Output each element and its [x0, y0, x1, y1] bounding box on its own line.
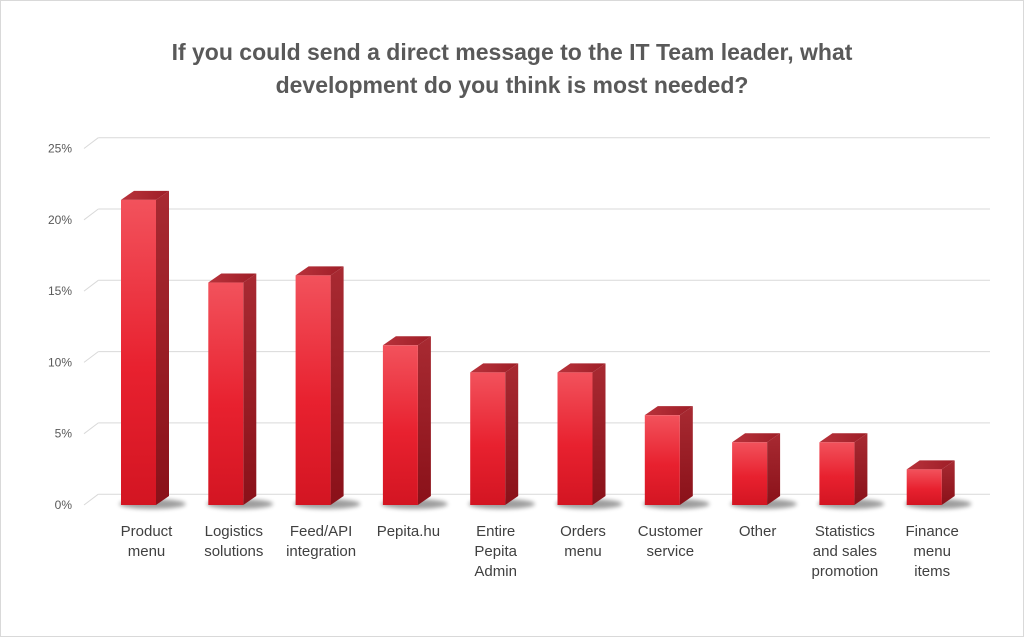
bar-front-face	[295, 275, 331, 505]
bar-front-face	[470, 372, 506, 505]
x-category-label-line: menu	[913, 543, 951, 560]
x-category-label-line: Pepita	[474, 543, 517, 560]
y-tick-label: 20%	[48, 213, 72, 227]
x-category-label: Feed/API integration	[286, 523, 356, 560]
x-category-label: Finance menu items	[906, 523, 959, 580]
x-category-label-line: promotion	[812, 563, 879, 580]
x-category-label-line: Statistics	[815, 523, 875, 540]
y-tick-label: 25%	[48, 142, 72, 156]
y-tick-label: 10%	[48, 355, 72, 369]
bar	[470, 363, 519, 505]
x-category-label-line: Admin	[474, 563, 517, 580]
x-category-label-line: integration	[286, 543, 356, 560]
x-category-label-line: Finance	[906, 523, 959, 540]
bar	[906, 460, 955, 505]
bar-side-face	[330, 266, 344, 505]
y-tick-label: 15%	[48, 284, 72, 298]
bar-front-face	[819, 442, 855, 505]
bar-top-face	[470, 363, 519, 373]
bar-side-face	[243, 273, 257, 505]
bar-side-face	[505, 363, 519, 505]
bar-top-face	[208, 273, 257, 283]
x-axis-categories: Product menu Logistics solutions Feed/API int…	[121, 523, 959, 580]
x-category-label-line: solutions	[204, 543, 263, 560]
chart-title-line-1: If you could send a direct message to th…	[171, 39, 853, 65]
bar-side-face	[854, 433, 868, 505]
bar-top-face	[121, 190, 169, 200]
y-tick-label: 0%	[55, 498, 73, 512]
bar-top-face	[557, 363, 606, 373]
gridline	[83, 208, 990, 221]
bar-side-face	[156, 190, 169, 505]
x-category-label: Orders menu	[560, 523, 606, 560]
bar	[121, 190, 169, 505]
x-category-label-line: menu	[128, 543, 166, 560]
y-axis: 0% 5% 10% 15% 20% 25%	[48, 142, 72, 513]
bar-top-face	[732, 433, 781, 443]
bar	[819, 433, 868, 505]
bar-top-face	[295, 266, 344, 276]
bar	[382, 336, 431, 505]
gridline	[83, 137, 990, 149]
bar	[208, 273, 257, 505]
bar	[557, 363, 606, 505]
x-category-label-line: Feed/API	[290, 523, 353, 540]
x-category-label-line: Other	[739, 523, 777, 540]
x-category-label-line: Logistics	[205, 523, 263, 540]
bar-front-face	[732, 442, 768, 505]
bar-side-face	[767, 433, 781, 505]
bar-top-face	[819, 433, 868, 443]
chart-title-line-2: development do you think is most needed?	[275, 72, 749, 98]
bar-side-face	[592, 363, 606, 505]
x-category-label: Product menu	[121, 523, 174, 560]
x-category-label: Statistics and sales promotion	[812, 523, 879, 580]
x-category-label-line: Pepita.hu	[377, 523, 440, 540]
bar-front-face	[208, 282, 244, 505]
x-category-label: Customer service	[638, 523, 703, 560]
bar-front-face	[557, 372, 593, 505]
bar-front-face	[382, 345, 418, 505]
bar-front-face	[644, 415, 680, 505]
x-category-label: Other	[739, 523, 777, 540]
bar-front-face	[906, 469, 942, 505]
x-category-label-line: items	[914, 563, 950, 580]
bar-side-face	[679, 406, 693, 505]
x-category-label: Pepita.hu	[377, 523, 440, 540]
bar-top-face	[644, 406, 693, 416]
bar-top-face	[382, 336, 431, 346]
x-category-label: Logistics solutions	[204, 523, 263, 560]
chart-title: If you could send a direct message to th…	[0, 36, 1024, 102]
x-category-label: Entire Pepita Admin	[474, 523, 517, 580]
x-category-label-line: Product	[121, 523, 174, 540]
x-category-label-line: and sales	[813, 543, 877, 560]
bar-top-face	[906, 460, 955, 470]
x-category-label-line: Entire	[476, 523, 515, 540]
y-tick-label: 5%	[55, 427, 73, 441]
bar	[295, 266, 344, 505]
x-category-label-line: Customer	[638, 523, 703, 540]
bar-side-face	[417, 336, 431, 505]
bar	[732, 433, 781, 505]
bar	[644, 406, 693, 505]
x-category-label-line: Orders	[560, 523, 606, 540]
x-category-label-line: service	[647, 543, 695, 560]
bars	[121, 190, 955, 505]
x-category-label-line: menu	[564, 543, 602, 560]
bar-front-face	[121, 199, 156, 505]
bar-side-face	[941, 460, 955, 505]
